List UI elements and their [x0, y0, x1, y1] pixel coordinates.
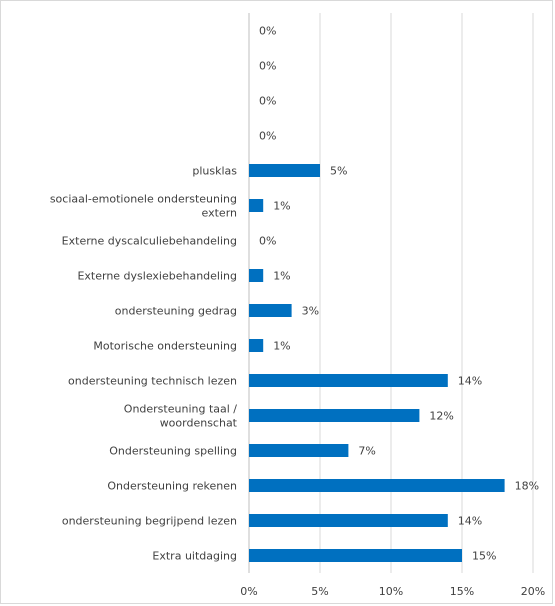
bar: [249, 549, 462, 562]
data-label: 7%: [358, 445, 375, 458]
bar: [249, 269, 264, 282]
data-label: 18%: [515, 480, 539, 493]
x-tick-label: 15%: [450, 585, 474, 598]
bar: [249, 514, 448, 527]
category-label: Externe dyslexiebehandeling: [77, 270, 237, 283]
data-label: 14%: [458, 375, 482, 388]
data-label: 0%: [259, 60, 276, 73]
data-label: 0%: [259, 95, 276, 108]
bar: [249, 304, 292, 317]
category-label: sociaal-emotionele ondersteuning: [50, 193, 237, 206]
bar: [249, 164, 320, 177]
category-label: Ondersteuning rekenen: [107, 480, 237, 493]
data-label: 1%: [273, 200, 290, 213]
category-label: ondersteuning technisch lezen: [68, 375, 237, 388]
data-label: 1%: [273, 340, 290, 353]
bar: [249, 444, 349, 457]
data-label: 12%: [429, 410, 453, 423]
category-label: ondersteuning gedrag: [115, 305, 237, 318]
category-label: Externe dyscalculiebehandeling: [62, 235, 237, 248]
category-label: plusklas: [192, 165, 237, 178]
category-label: woordenschat: [160, 417, 238, 430]
data-label: 0%: [259, 130, 276, 143]
bar: [249, 339, 264, 352]
x-tick-label: 5%: [311, 585, 328, 598]
category-label: ondersteuning begrijpend lezen: [62, 515, 237, 528]
data-label: 3%: [302, 305, 319, 318]
bar: [249, 199, 264, 212]
bar: [249, 374, 448, 387]
x-tick-label: 20%: [521, 585, 545, 598]
category-label: Ondersteuning spelling: [109, 445, 237, 458]
data-label: 14%: [458, 515, 482, 528]
x-tick-label: 0%: [240, 585, 257, 598]
data-label: 0%: [259, 235, 276, 248]
category-label: extern: [202, 207, 237, 220]
category-label: Extra uitdaging: [152, 550, 237, 563]
category-label: Motorische ondersteuning: [93, 340, 237, 353]
x-tick-label: 10%: [379, 585, 403, 598]
bar: [249, 409, 420, 422]
data-label: 15%: [472, 550, 496, 563]
data-label: 5%: [330, 165, 347, 178]
data-label: 1%: [273, 270, 290, 283]
bar: [249, 479, 505, 492]
data-label: 0%: [259, 25, 276, 38]
category-label: Ondersteuning taal /: [124, 403, 238, 416]
